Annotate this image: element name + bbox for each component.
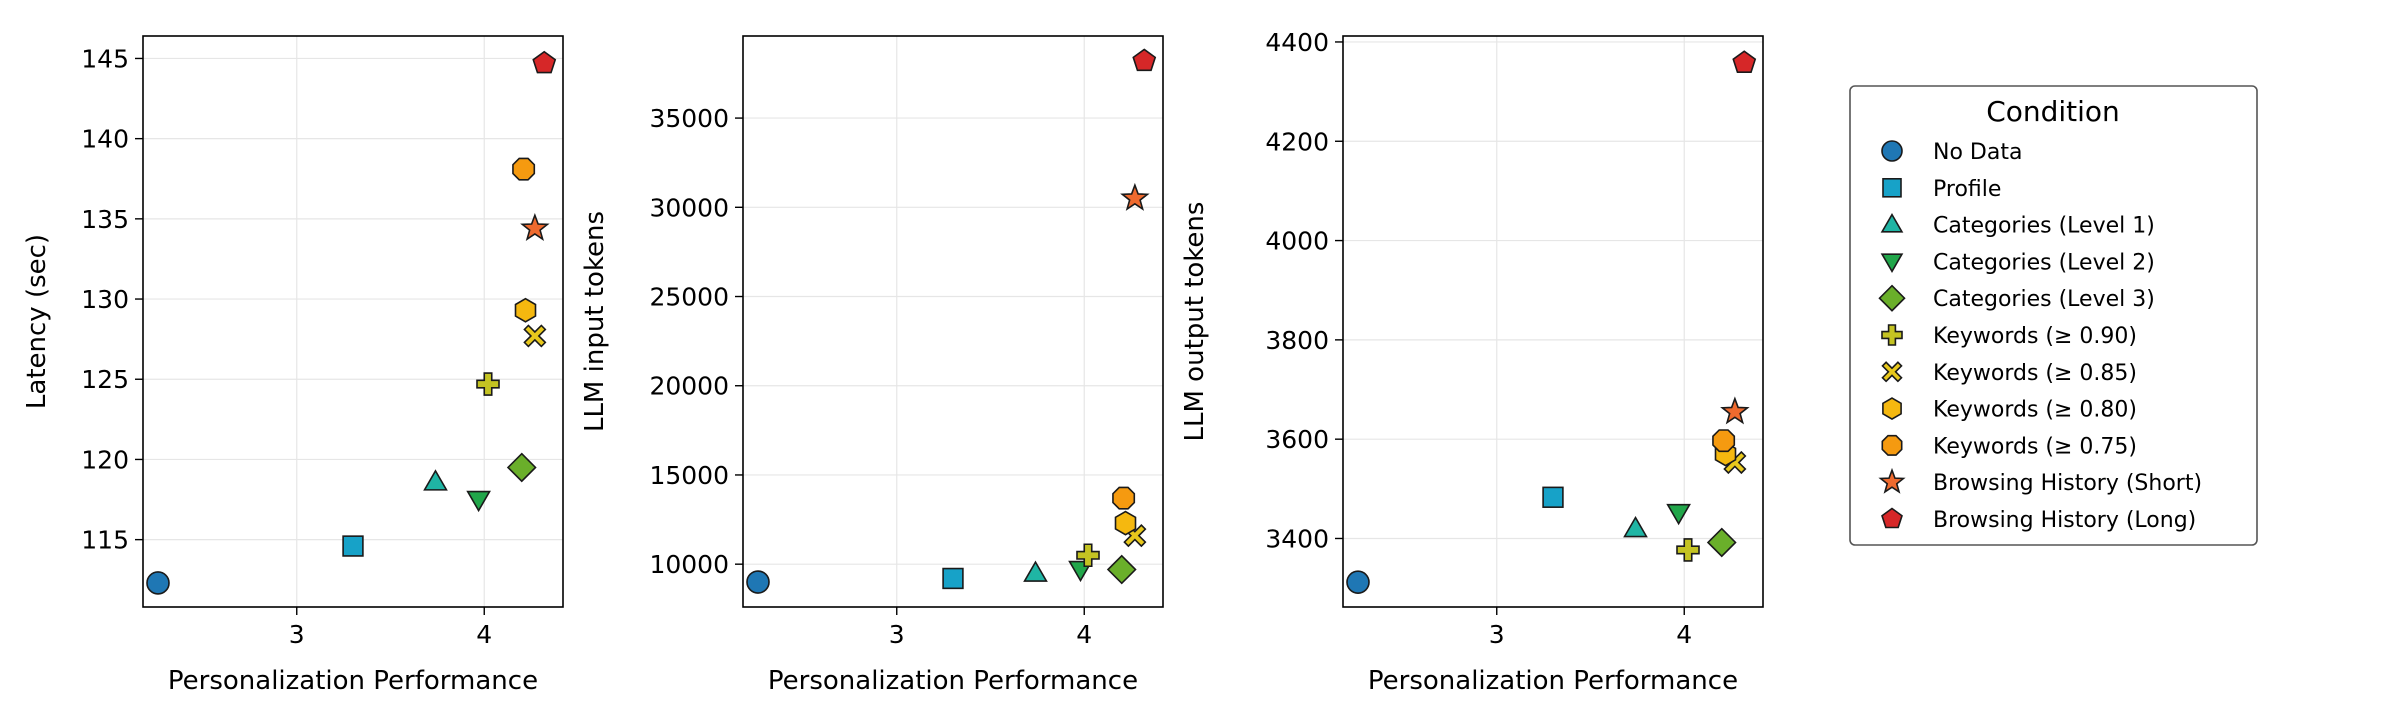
x-axis-label: Personalization Performance [168, 666, 538, 696]
point-keywords-ge-0-75 [1112, 486, 1136, 510]
latency-panel: 3 4 115 120 125 130 135 140 145 Personalization P… [22, 35, 564, 696]
legend-marker-profile [1882, 178, 1902, 198]
point-browsing-history-short [1120, 182, 1150, 211]
point-profile [342, 535, 364, 557]
y-tick-label: 135 [81, 205, 129, 234]
legend-marker-keywords-ge-0-90 [1881, 324, 1903, 346]
point-categories-level-1 [423, 469, 448, 491]
legend-marker-keywords-ge-0-75 [1881, 434, 1903, 456]
plot-area-frame [742, 35, 1164, 608]
y-tick-label: 115 [81, 526, 129, 555]
point-browsing-history-long [1132, 48, 1157, 72]
point-browsing-history-short [520, 212, 550, 242]
legend-marker-keywords-ge-0-85 [1881, 361, 1903, 383]
y-tick-label: 30000 [649, 193, 729, 222]
y-tick-label: 15000 [649, 461, 729, 490]
point-categories-level-1 [1623, 515, 1648, 538]
point-categories-level-3 [1706, 527, 1737, 558]
x-tick-label: 4 [1076, 620, 1092, 649]
point-categories-level-3 [1106, 554, 1137, 585]
legend-marker-categories-level-2 [1880, 253, 1904, 273]
y-tick-label: 20000 [649, 372, 729, 401]
legend-title: Condition [1986, 95, 2120, 128]
y-tick-label: 3400 [1265, 524, 1329, 553]
legend-label-categories-level-1: Categories (Level 1) [1933, 214, 2155, 239]
y-tick-label: 3800 [1265, 326, 1329, 355]
point-keywords-ge-0-75 [512, 157, 536, 181]
y-tick-label: 25000 [649, 283, 729, 312]
x-tick-label: 3 [889, 620, 905, 649]
legend-marker-no-data [1881, 140, 1903, 162]
x-axis-label: Personalization Performance [1368, 666, 1738, 696]
x-axis-label: Personalization Performance [768, 666, 1138, 696]
point-keywords-ge-0-85 [523, 324, 547, 348]
input-tokens-panel: 3 4 10000 15000 20000 25000 30000 35000 Personal… [580, 35, 1164, 696]
legend-label-keywords-ge-0-85: Keywords (≥ 0.85) [1933, 361, 2137, 386]
x-tick-label: 3 [1489, 620, 1505, 649]
legend-label-browsing-history-short: Browsing History (Short) [1933, 471, 2202, 496]
point-keywords-ge-0-80 [514, 297, 537, 323]
point-keywords-ge-0-90 [1676, 538, 1700, 562]
y-tick-label: 35000 [649, 104, 729, 133]
y-tick-label: 145 [81, 44, 129, 73]
legend-marker-browsing-history-long [1881, 507, 1903, 529]
legend-box [1849, 85, 2258, 546]
point-no-data [146, 571, 170, 595]
legend: Condition No Data Profile Categories (Leve… [1849, 85, 2258, 546]
y-tick-label: 125 [81, 365, 129, 394]
x-tick-label: 3 [289, 620, 305, 649]
plot-area-frame [1342, 35, 1764, 608]
y-tick-label: 120 [81, 445, 129, 474]
legend-label-no-data: No Data [1933, 140, 2022, 165]
y-tick-label: 130 [81, 285, 129, 314]
legend-label-profile: Profile [1933, 177, 2001, 202]
legend-marker-categories-level-1 [1880, 213, 1904, 233]
x-tick-label: 4 [476, 620, 492, 649]
point-categories-level-2 [1666, 503, 1691, 526]
legend-label-keywords-ge-0-75: Keywords (≥ 0.75) [1933, 434, 2137, 459]
point-browsing-history-long [1732, 50, 1757, 73]
plot-area-frame [142, 35, 564, 608]
point-profile [1542, 486, 1564, 508]
point-browsing-history-short [1720, 396, 1750, 425]
point-browsing-history-long [532, 50, 557, 74]
point-categories-level-1 [1023, 560, 1048, 582]
point-keywords-ge-0-75 [1712, 429, 1736, 453]
legend-marker-keywords-ge-0-80 [1882, 397, 1902, 421]
legend-label-categories-level-3: Categories (Level 3) [1933, 287, 2155, 312]
x-tick-label: 4 [1676, 620, 1692, 649]
output-tokens-panel: 3 4 3400 3600 3800 4000 4200 4400 Personalizatio… [1180, 28, 1764, 696]
point-profile [942, 567, 964, 590]
y-tick-label: 4400 [1265, 28, 1329, 57]
y-tick-label: 3600 [1265, 425, 1329, 454]
y-tick-label: 4200 [1265, 127, 1329, 156]
point-categories-level-2 [466, 490, 491, 513]
point-keywords-ge-0-90 [476, 372, 500, 396]
legend-label-categories-level-2: Categories (Level 2) [1933, 250, 2155, 275]
legend-label-browsing-history-long: Browsing History (Long) [1933, 508, 2196, 533]
point-no-data [746, 570, 770, 594]
point-keywords-ge-0-80 [1114, 510, 1137, 536]
y-axis-label: LLM output tokens [1180, 202, 1210, 442]
y-axis-label: Latency (sec) [22, 234, 52, 409]
legend-marker-browsing-history-short [1878, 467, 1906, 494]
legend-label-keywords-ge-0-90: Keywords (≥ 0.90) [1933, 324, 2137, 349]
point-keywords-ge-0-90 [1076, 543, 1100, 568]
point-no-data [1346, 570, 1370, 594]
point-categories-level-3 [506, 452, 537, 483]
y-tick-label: 140 [81, 125, 129, 154]
legend-label-keywords-ge-0-80: Keywords (≥ 0.80) [1933, 398, 2137, 423]
y-tick-label: 4000 [1265, 227, 1329, 256]
y-tick-label: 10000 [649, 550, 729, 579]
y-axis-label: LLM input tokens [580, 211, 610, 432]
legend-marker-categories-level-3 [1878, 284, 1906, 312]
